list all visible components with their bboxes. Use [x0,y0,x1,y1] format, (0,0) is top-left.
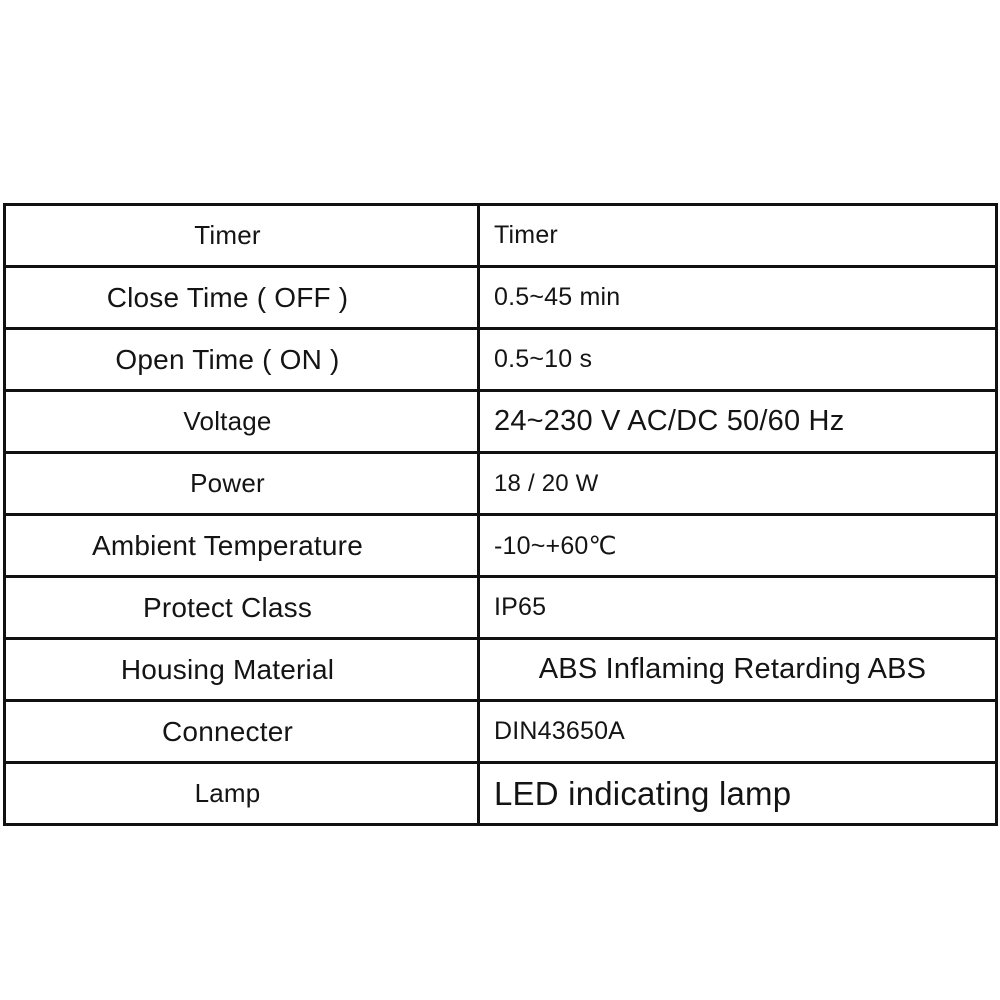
row-label-text: Voltage [183,406,272,436]
row-label-cell: Connecter [4,699,480,763]
row-label-cell: Open Time ( ON ) [4,327,480,391]
row-value-text: 18 / 20 W [494,469,599,497]
row-label-text: Open Time ( ON ) [115,343,340,375]
row-value-text: Timer [494,221,558,249]
row-value-cell: ABS Inflaming Retarding ABS [478,637,997,701]
table-row: Connecter DIN43650A [4,699,997,763]
row-label-text: Connecter [162,715,293,747]
row-label-cell: Ambient Temperature [4,513,480,577]
row-label-text: Housing Material [120,653,335,685]
row-value-cell: IP65 [478,575,997,639]
row-value-cell: Timer [479,205,997,267]
row-value-cell: LED indicating lamp [478,761,997,825]
row-value-cell: -10~+60℃ [478,513,997,577]
row-value-cell: 0.5~45 min [478,265,997,329]
row-label-text: Timer [194,220,261,250]
row-value-text: IP65 [494,593,547,621]
table-row: Protect Class IP65 [4,575,997,639]
row-value-text: ABS Inflaming Retarding ABS [538,653,927,685]
row-label-cell: Housing Material [4,637,480,701]
row-label-text: Ambient Temperature [92,529,363,561]
row-label-cell: Close Time ( OFF ) [4,265,480,329]
row-value-cell: 24~230 V AC/DC 50/60 Hz [478,389,997,453]
table-row: Open Time ( ON ) 0.5~10 s [4,327,997,391]
row-label-text: Power [190,468,265,498]
row-label-text: Close Time ( OFF ) [106,281,349,313]
row-value-text: 24~230 V AC/DC 50/60 Hz [494,405,845,437]
table-row: Lamp LED indicating lamp [4,761,997,825]
table-row: Power 18 / 20 W [4,451,997,515]
row-label-cell: Protect Class [4,575,480,639]
row-value-text: LED indicating lamp [494,774,792,812]
row-value-text: DIN43650A [494,717,626,745]
row-value-cell: 0.5~10 s [478,327,997,391]
row-label-cell: Voltage [4,389,480,453]
table-row: Close Time ( OFF ) 0.5~45 min [4,265,997,329]
row-label-cell: Timer [4,204,480,267]
row-label-cell: Lamp [4,761,480,825]
row-value-cell: 18 / 20 W [478,451,997,515]
row-value-text: 0.5~10 s [494,345,593,373]
table-row: Timer Timer [4,204,997,267]
table-row: Housing Material ABS Inflaming Retarding… [4,637,997,701]
table-row: Voltage 24~230 V AC/DC 50/60 Hz [4,389,997,453]
row-value-cell: DIN43650A [478,699,997,763]
specification-table: Timer Timer Close Time ( OFF ) 0.5~45 mi… [3,203,998,826]
row-label-cell: Power [4,451,480,515]
row-value-text: 0.5~45 min [494,283,621,311]
row-value-text: -10~+60℃ [494,531,617,560]
row-label-text: Lamp [194,778,261,808]
row-label-text: Protect Class [142,591,313,623]
table-body: Timer Timer Close Time ( OFF ) 0.5~45 mi… [4,204,997,825]
table-row: Ambient Temperature -10~+60℃ [4,513,997,577]
